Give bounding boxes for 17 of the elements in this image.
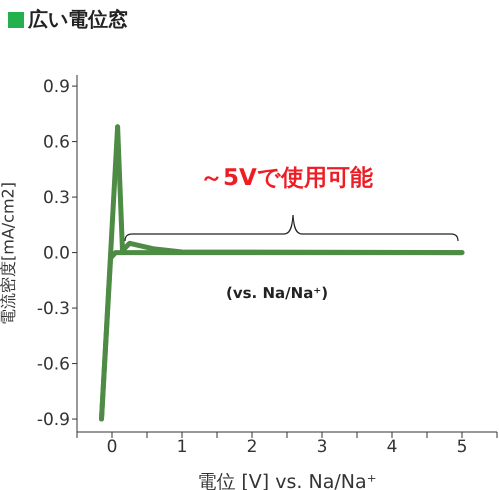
x-tick-label: 0	[106, 437, 118, 458]
annotation: ～5Vで使用可能	[200, 164, 373, 193]
annotation: (vs. Na/Na⁺)	[226, 284, 328, 302]
y-tick-label: -0.3	[36, 299, 70, 320]
y-tick-label: 0.3	[42, 188, 70, 208]
y-axis-title: 電流密度[mA/cm2]	[0, 182, 18, 325]
y-tick-label: 0.0	[42, 244, 70, 264]
x-tick-label: 4	[386, 437, 398, 458]
x-tick-label: 5	[456, 437, 468, 458]
x-tick-label: 1	[176, 437, 188, 458]
y-tick-label: -0.6	[36, 354, 70, 375]
chart-title: 広い電位窓	[28, 6, 128, 33]
x-tick-label: 3	[316, 437, 328, 458]
y-tick-label: 0.9	[42, 77, 70, 98]
y-tick-label: 0.6	[42, 132, 70, 153]
x-tick-label: 2	[246, 437, 258, 458]
y-tick-label: -0.9	[36, 410, 70, 430]
